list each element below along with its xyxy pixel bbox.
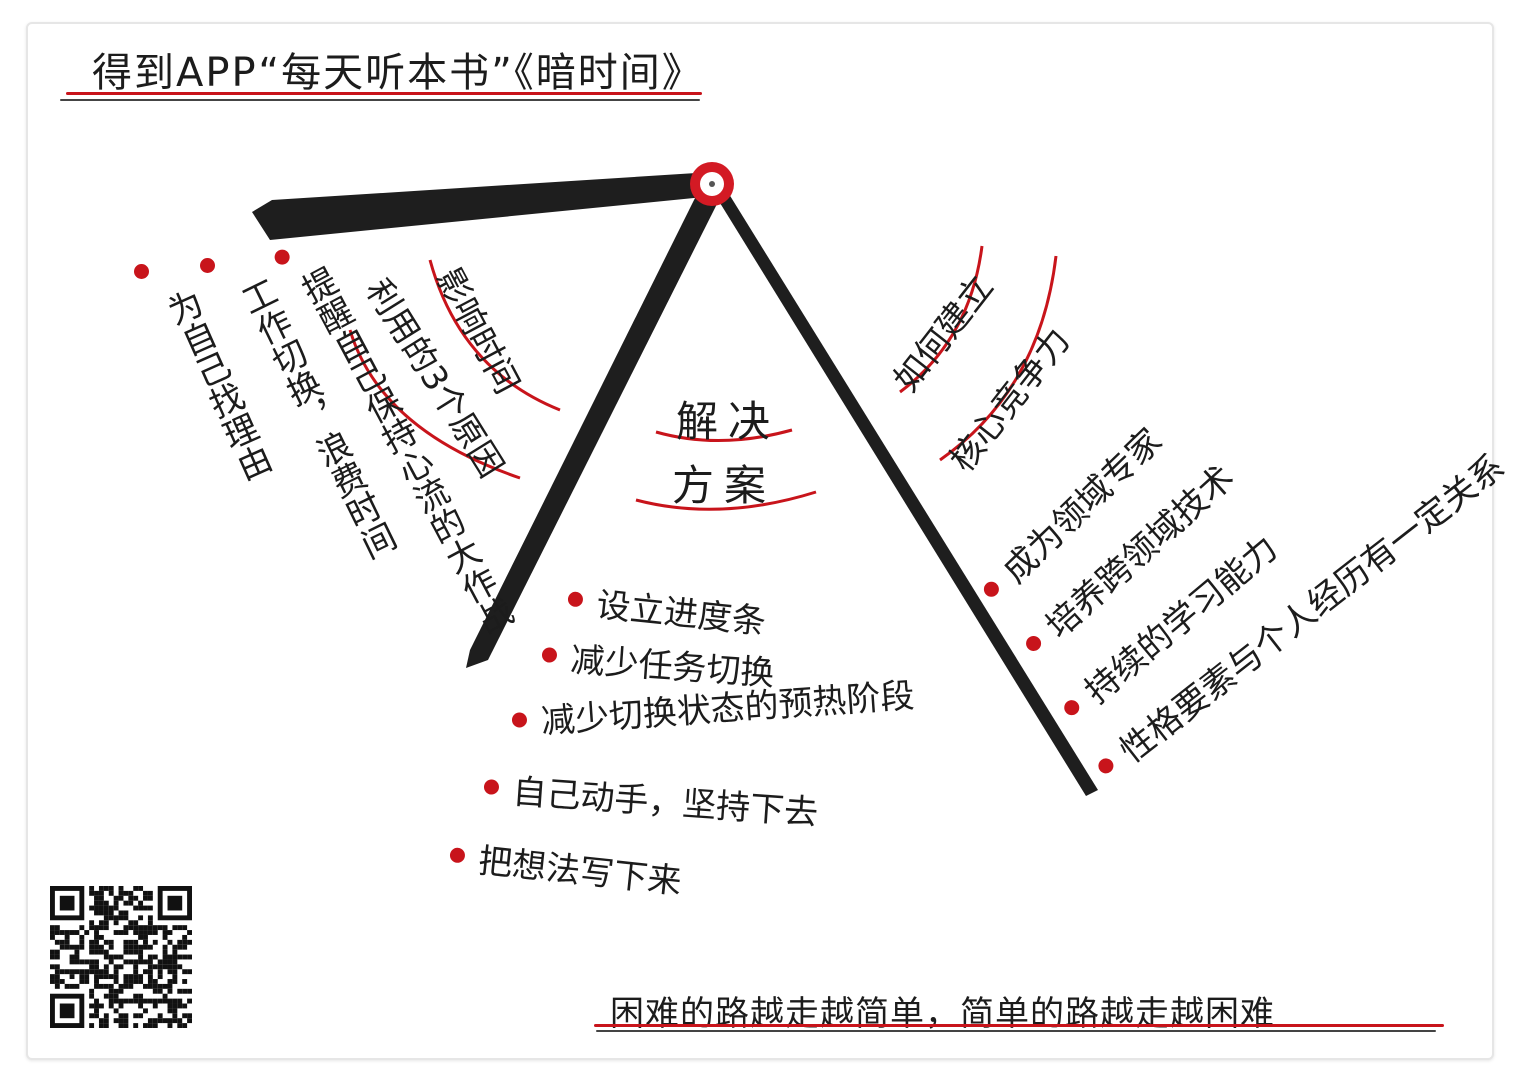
qr-code-icon [50,886,192,1028]
bullet-dot [541,647,558,664]
center-title-2: 方案 [672,461,777,510]
page-title: 得到APP“每天听本书”《暗时间》 [92,50,704,96]
paper-sheet [26,22,1494,1060]
bullet-dot [200,258,215,273]
right-bar [712,186,1098,796]
title-underline-red [66,92,702,95]
right-arc-outer [939,255,1058,462]
bullet-dot [483,779,500,796]
target-circle-icon [690,162,734,206]
left-bar [466,188,722,668]
center-arc-2 [635,490,817,511]
left-bullet-2 [200,258,229,277]
left-arc-inner [428,259,561,412]
quote-underline-black [596,1030,1436,1032]
top-bar [252,172,714,240]
right-arc-inner [899,245,984,394]
bullet-dot [567,591,584,608]
bullet-dot [134,264,149,279]
title-underline-black [60,99,700,101]
center-arc-1 [655,428,793,442]
left-bullet-3 [134,264,163,283]
footer-quote: 困难的路越走越简单，简单的路越走越困难 [610,994,1275,1034]
bullet-dot [449,847,466,864]
left-arc-outer [348,329,521,480]
bullet-dot [511,711,528,728]
quote-underline-red [594,1024,1444,1027]
center-title-1: 解决 [676,397,781,446]
